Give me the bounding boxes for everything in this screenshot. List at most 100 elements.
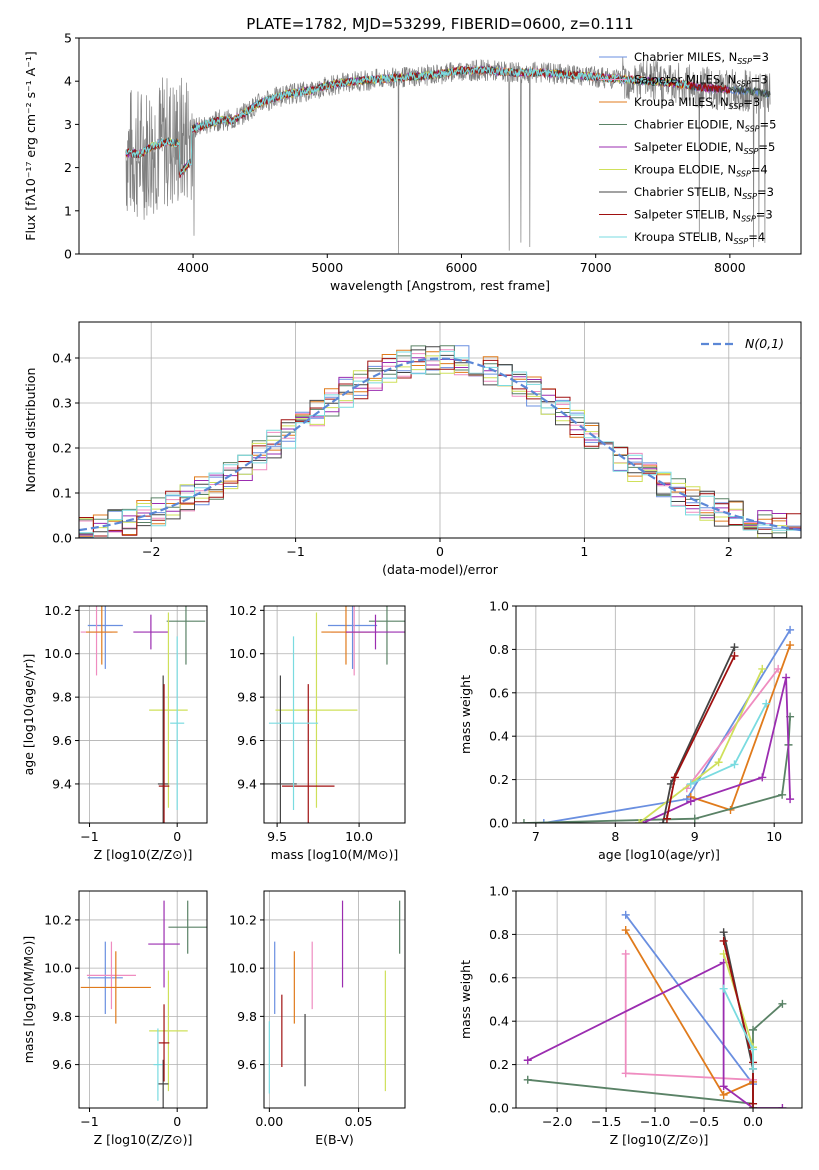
- y-tick-label: 1.0: [489, 884, 509, 899]
- x-tick-label: 10.0: [345, 829, 373, 844]
- y-tick-label: 10.0: [44, 961, 72, 976]
- x-tick-label: −1: [80, 1114, 98, 1129]
- y-tick-label: 10.2: [44, 912, 72, 927]
- plot-area-weight-vs-age: [519, 625, 795, 823]
- y-tick-label: 0.0: [52, 531, 72, 546]
- weight-point-marker: [749, 1045, 758, 1054]
- y-tick-label: 9.8: [52, 1009, 72, 1024]
- weight-point-marker: [719, 1090, 728, 1099]
- y-tick-label: 5: [64, 31, 72, 46]
- x-tick-label: 0.0: [743, 1114, 763, 1129]
- x-tick-label: 9: [691, 829, 699, 844]
- y-axis-label: Flux [fλ10⁻¹⁷ erg cm⁻² s⁻¹ A⁻¹]: [23, 51, 38, 240]
- weight-point-marker: [730, 643, 739, 652]
- x-tick-label: 2: [725, 544, 733, 559]
- axes-frame: [78, 37, 802, 255]
- legend-entry: Kroupa ELODIE, NSSP=4: [634, 163, 768, 179]
- weight-point-marker: [670, 773, 679, 782]
- weight-point-marker: [523, 1056, 532, 1065]
- x-tick-label: 6000: [446, 260, 478, 275]
- y-tick-label: 10.2: [44, 603, 72, 618]
- x-tick-label: 7: [532, 829, 540, 844]
- chart-spectrum: Chabrier MILES, NSSP=3 Salpeter MILES, NS…: [23, 31, 802, 293]
- weight-point-marker: [686, 779, 695, 788]
- axes-frame: [263, 605, 406, 824]
- axes-frame: [78, 890, 208, 1109]
- y-tick-label: 0.2: [52, 441, 72, 456]
- weight-point-marker: [730, 760, 739, 769]
- plot-area-age-vs-Z: [80, 606, 206, 823]
- legend-entry: Kroupa MILES, NSSP=3: [634, 95, 760, 111]
- x-tick-label: 4000: [177, 260, 209, 275]
- y-tick-label: 0: [64, 247, 72, 262]
- y-tick-label: 0.8: [489, 642, 509, 657]
- axes-frame: [515, 890, 803, 1109]
- chart-weight-vs-Z: −2.0 −1.5 −1.0 −0.5 0.0 0.0 0.2 0.4 0.6 0.8 1.0 Z […: [458, 884, 803, 1147]
- weight-point-marker: [719, 936, 728, 945]
- y-tick-label: 0.3: [52, 396, 72, 411]
- y-tick-label: 10.0: [229, 646, 257, 661]
- weight-point-marker: [621, 949, 630, 958]
- x-tick-label: 0.00: [255, 1114, 283, 1129]
- legend-entry: Salpeter ELODIE, NSSP=5: [634, 140, 775, 156]
- y-tick-label: 10.2: [229, 912, 257, 927]
- x-tick-label: 5000: [311, 260, 343, 275]
- panels: Chabrier MILES, NSSP=3 Salpeter MILES, NS…: [21, 31, 803, 1147]
- x-tick-label: −1.0: [640, 1114, 670, 1129]
- x-tick-label: −1: [80, 829, 98, 844]
- y-tick-label: 9.8: [237, 1009, 257, 1024]
- y-axis-label: mass [log10(M/M⊙)]: [21, 936, 36, 1064]
- y-tick-label: 0.4: [489, 729, 509, 744]
- weight-point-marker: [778, 999, 787, 1008]
- y-tick-label: 0.6: [489, 970, 509, 985]
- x-axis-label: E(B-V): [315, 1132, 354, 1147]
- x-tick-label: −0.5: [689, 1114, 719, 1129]
- y-tick-label: 9.6: [237, 1057, 257, 1072]
- weight-point-marker: [778, 790, 787, 799]
- y-tick-label: 0.0: [489, 1101, 509, 1116]
- axes-frame: [263, 890, 406, 1109]
- y-tick-label: 1.0: [489, 599, 509, 614]
- plot-area-weight-vs-Z: [523, 910, 787, 1108]
- y-tick-label: 0.1: [52, 486, 72, 501]
- axes-frame: [78, 605, 208, 824]
- y-axis-label: mass weight: [458, 675, 473, 754]
- x-tick-label: 10: [766, 829, 782, 844]
- weight-point-marker: [714, 758, 723, 767]
- legend-entry: Chabrier ELODIE, NSSP=5: [634, 118, 776, 134]
- x-tick-label: 9.5: [267, 829, 287, 844]
- legend-entry: Kroupa STELIB, NSSP=4: [634, 230, 765, 246]
- plot-area-mass-vs-EBV: [268, 900, 401, 1094]
- weight-point-marker: [658, 819, 667, 823]
- x-tick-label: −2.0: [542, 1114, 572, 1129]
- figure-title: PLATE=1782, MJD=53299, FIBERID=0600, z=0…: [246, 15, 633, 33]
- y-axis-label: mass weight: [458, 960, 473, 1039]
- weight-point-marker: [539, 819, 548, 823]
- weight-point-marker: [635, 819, 644, 823]
- weight-point-marker: [730, 651, 739, 660]
- residual-histogram: [79, 358, 801, 537]
- legend-entry: N(0,1): [745, 336, 784, 351]
- plot-area-age-vs-mass: [264, 606, 405, 823]
- y-tick-label: 10.0: [44, 646, 72, 661]
- axes-frame: [515, 605, 803, 824]
- weight-point-marker: [621, 1069, 630, 1078]
- y-axis-label: age [log10(age/yr)]: [21, 654, 36, 776]
- legend-entry: Chabrier MILES, NSSP=3: [634, 50, 769, 66]
- y-tick-label: 0.2: [489, 1057, 509, 1072]
- spectrum-legend: Chabrier MILES, NSSP=3 Salpeter MILES, NS…: [599, 50, 776, 246]
- weight-point-marker: [519, 819, 528, 823]
- weight-point-marker: [662, 814, 671, 823]
- y-tick-label: 9.8: [237, 690, 257, 705]
- x-tick-label: 0: [173, 1114, 181, 1129]
- x-tick-label: 8000: [714, 260, 746, 275]
- weight-point-marker: [749, 1064, 758, 1073]
- y-tick-label: 0.4: [52, 351, 72, 366]
- x-tick-label: 7000: [580, 260, 612, 275]
- weight-point-marker: [758, 773, 767, 782]
- residual-histogram: [79, 345, 801, 538]
- x-tick-label: 1: [580, 544, 588, 559]
- y-tick-label: 10.0: [229, 961, 257, 976]
- plot-area-spectrum: [125, 57, 771, 254]
